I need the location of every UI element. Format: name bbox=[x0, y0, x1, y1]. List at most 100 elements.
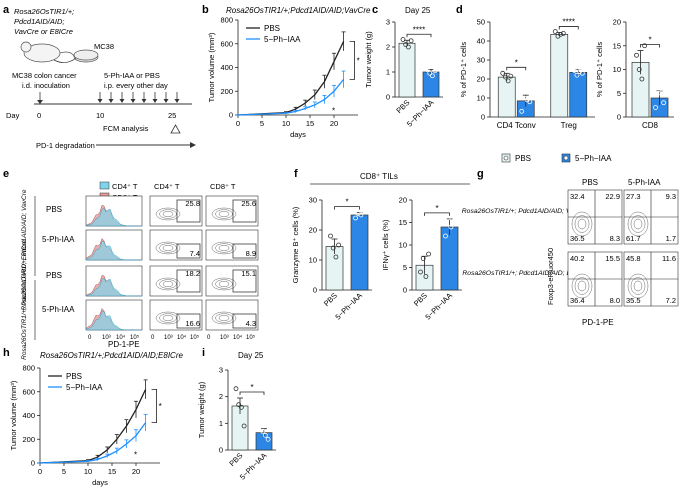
d2-y-tick-label: 5 bbox=[617, 89, 621, 98]
g-col-iaa: 5-Ph-IAA bbox=[628, 178, 661, 187]
b-x-tick-label: 20 bbox=[330, 119, 338, 128]
e-row-3: PBS bbox=[46, 271, 62, 280]
b-sig-star: * bbox=[357, 56, 360, 65]
inoculation-line1: MC38 colon cancer bbox=[12, 71, 77, 80]
e-contour bbox=[155, 311, 181, 325]
c-datapoint bbox=[427, 70, 433, 76]
day-0: 0 bbox=[37, 111, 41, 120]
e-hist-tick: 0 bbox=[88, 335, 92, 341]
e-contour bbox=[159, 313, 177, 323]
f1-category-label: 5−Ph−IAA bbox=[333, 291, 364, 322]
e-dot-tick: 10³ bbox=[220, 335, 229, 341]
f2-y-tick-label: 5 bbox=[403, 263, 407, 272]
legend-iaa: 5−Ph−IAA bbox=[575, 154, 612, 163]
g-row-e8i: Rosa26OsTIR1/+; Pdcd1AID/AID; E8ICre bbox=[462, 270, 587, 277]
d1-datapoint bbox=[579, 70, 585, 76]
g-quadrant-lr: 8.0 bbox=[610, 296, 620, 305]
injection-arrowhead bbox=[141, 99, 147, 103]
c-datapoint bbox=[429, 73, 435, 79]
d2-datapoint bbox=[636, 67, 642, 72]
genotype-line1: Rosa26OsTIR1/+; bbox=[14, 7, 74, 16]
g-quadrant-ur: 15.5 bbox=[605, 254, 620, 263]
d1-datapoint bbox=[552, 29, 558, 34]
g-contour bbox=[627, 273, 649, 299]
b-y-tick-label: 800 bbox=[220, 16, 233, 25]
c-datapoint bbox=[405, 44, 411, 50]
inoculation-line2: i.d. inoculation bbox=[22, 81, 70, 90]
injection-arrowhead bbox=[152, 99, 158, 103]
e-contour bbox=[218, 280, 230, 288]
c-datapoint bbox=[424, 67, 430, 72]
d1-bar bbox=[550, 33, 569, 118]
h-legend-label: 5−Ph−IAA bbox=[66, 383, 103, 392]
treatment-line2: i.p. every other day bbox=[104, 81, 168, 90]
d1-sig-bracket bbox=[506, 66, 527, 71]
b-x-tick-label: 5 bbox=[260, 119, 264, 128]
b-sig-star: * bbox=[332, 106, 335, 115]
h-series-line-1 bbox=[39, 422, 147, 464]
d2-datapoint bbox=[653, 105, 658, 110]
f-header: CD8⁺ TILs bbox=[360, 172, 398, 181]
f2-y-tick-label: 0 bbox=[403, 286, 407, 295]
fcm-label: FCM analysis bbox=[103, 124, 149, 133]
e-gate bbox=[176, 313, 201, 329]
i-y-label: Tumor weight (g) bbox=[197, 381, 206, 438]
e-group-vav-text: Rosa26OsTIR1/+; Pdcd1AID/AID; VavCre bbox=[21, 189, 28, 310]
chart-d-pd1-cd4-treg: 0 10 20 30 40 50 % of PD-1⁺ cells CD4 Tconv * Tre… bbox=[459, 17, 595, 130]
e-gate-value: 18.2 bbox=[185, 269, 200, 278]
g-contour bbox=[633, 280, 643, 292]
e-contour bbox=[155, 241, 181, 255]
g-contour bbox=[627, 211, 649, 237]
d2-y-tick-label: 15 bbox=[613, 41, 621, 50]
e-group-vav: Rosa26OsTIR1/+; Pdcd1AID/AID; VavCre bbox=[21, 189, 28, 310]
h-x-tick-label: 0 bbox=[38, 467, 42, 476]
e-dotplot-frame bbox=[149, 229, 203, 261]
panel-e: CD4⁺ T CD8⁺ T CD4⁺ T CD8⁺ T Rosa26OsTIR1… bbox=[21, 181, 259, 360]
g-quadrant-ur: 9.3 bbox=[666, 192, 676, 201]
c-y-tick-label: 2 bbox=[386, 43, 390, 52]
e-gate bbox=[232, 313, 257, 329]
h-sig-star: * bbox=[159, 402, 162, 411]
h-sig-bracket bbox=[151, 388, 158, 424]
d1-y-label: % of PD-1⁺ cells bbox=[459, 42, 468, 97]
d1-y-tick-label: 50 bbox=[477, 18, 485, 27]
i-datapoint bbox=[257, 423, 263, 429]
e-contour bbox=[215, 243, 233, 253]
e-hist-cd4 bbox=[85, 240, 142, 261]
g-contour bbox=[574, 277, 590, 295]
triangle-icon bbox=[170, 124, 181, 134]
e-hist-cd4 bbox=[85, 208, 142, 227]
g-contour bbox=[571, 211, 593, 237]
panel-letter-d: d bbox=[456, 4, 463, 16]
b-sig-bracket bbox=[349, 40, 356, 80]
e-contour bbox=[215, 313, 233, 323]
e-row-4: 5-Ph-IAA bbox=[42, 305, 75, 314]
e-contour bbox=[162, 244, 174, 252]
e-row-1: PBS bbox=[46, 205, 62, 214]
e-contour bbox=[162, 280, 174, 288]
f2-category-label: 5−Ph−IAA bbox=[423, 291, 454, 322]
injection-arrowhead bbox=[174, 99, 180, 103]
i-datapoint bbox=[236, 402, 242, 408]
e-col-cd8: CD8⁺ T bbox=[210, 182, 236, 191]
f1-datapoint bbox=[358, 212, 364, 218]
i-title: Day 25 bbox=[238, 351, 264, 360]
e-hist-cd4 bbox=[85, 310, 142, 331]
e-contour bbox=[159, 243, 177, 253]
i-datapoint bbox=[241, 423, 247, 429]
g-quadrant-ul: 32.4 bbox=[570, 192, 585, 201]
e-gate bbox=[176, 199, 201, 223]
f1-datapoint bbox=[333, 254, 339, 260]
b-y-tick-label: 0 bbox=[229, 111, 233, 120]
b-title: Rosa26OsTIR1/+;Pdcd1AID/AID;VavCre bbox=[226, 6, 371, 15]
g-quadrant-ll: 36.4 bbox=[570, 296, 585, 305]
e-dotplot-frame bbox=[149, 195, 203, 227]
d1-category-label: Treg bbox=[561, 121, 577, 130]
d1-bar bbox=[569, 71, 588, 118]
d1-datapoint bbox=[505, 78, 511, 84]
g-row-vav: Rosa26OsTIR1/+; Pdcd1AID/AID; VavCre bbox=[462, 208, 589, 215]
d2-category-label: CD8 bbox=[642, 121, 659, 130]
e-contour bbox=[218, 210, 230, 218]
